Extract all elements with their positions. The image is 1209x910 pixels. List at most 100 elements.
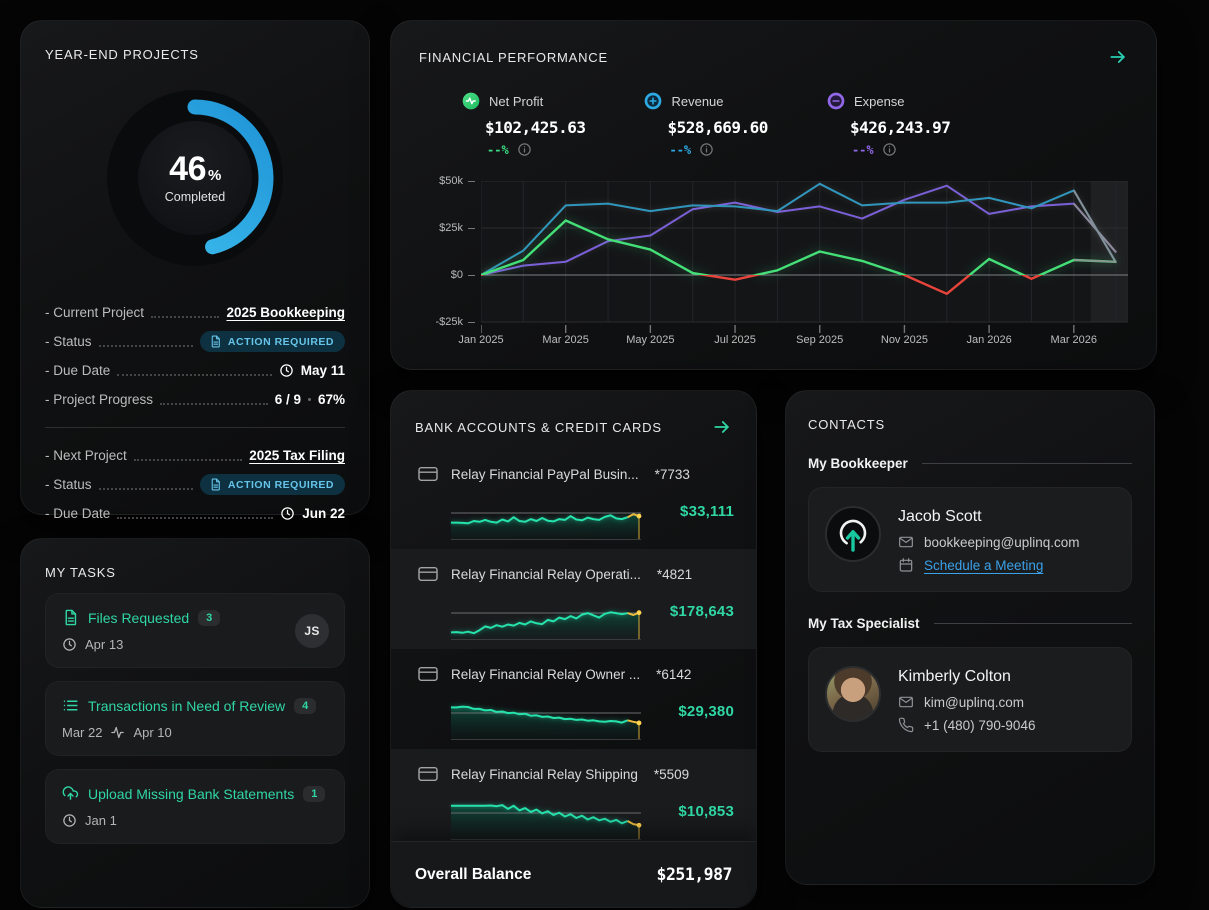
task-count-badge: 4 (294, 697, 317, 714)
account-mask: *5509 (653, 766, 690, 782)
account-sparkline (449, 793, 647, 841)
stat-expense: Expense $426,243.97 --% (826, 91, 951, 157)
x-tick-label: Jan 2025 (458, 334, 504, 346)
open-financials-arrow-button[interactable] (1108, 47, 1128, 67)
task-label: Upload Missing Bank Statements (88, 785, 295, 802)
account-mask: *6142 (656, 666, 692, 682)
credit-card-icon (417, 665, 439, 683)
stat-delta: --% (487, 142, 509, 157)
open-accounts-arrow-button[interactable] (712, 417, 732, 437)
task-date-start: Mar 22 (62, 725, 103, 740)
task-label: Files Requested (88, 609, 190, 626)
net-profit-icon (461, 91, 481, 111)
next-project-link[interactable]: 2025 Tax Filing (249, 448, 345, 463)
contact-email: bookkeeping@uplinq.com (924, 534, 1080, 550)
contact-email: kim@uplinq.com (924, 694, 1024, 710)
stat-name: Expense (853, 93, 905, 109)
x-tick-label: Sep 2025 (796, 334, 844, 346)
next-project-row: - Next Project 2025 Tax Filing (45, 441, 345, 470)
task-files-requested[interactable]: Files Requested 3 Apr 13 JS (45, 593, 345, 668)
separator-dot (307, 398, 311, 401)
my-tasks-card: MY TASKS Files Requested 3 Apr 13 JS (20, 538, 370, 908)
dotted-leader (133, 458, 243, 461)
current-status-row: - Status ACTION REQUIRED (45, 327, 345, 356)
current-project-row: - Current Project 2025 Bookkeeping (45, 298, 345, 327)
chart-x-axis: Jan 2025 Mar 2025 May 2025 Jul 2025 Sep 2025… (458, 334, 1128, 354)
task-upload-statements[interactable]: Upload Missing Bank Statements 1 Jan 1 (45, 769, 345, 844)
dotted-leader (98, 487, 193, 490)
performance-line-chart: $50k $25k $0 -$25k Jan 2025 Mar 2025 May 2025… (435, 175, 1128, 361)
schedule-meeting-link[interactable]: Schedule a Meeting (924, 557, 1044, 573)
status-badge: ACTION REQUIRED (199, 331, 345, 352)
account-sparkline (449, 693, 647, 741)
mail-icon (898, 694, 914, 710)
current-project-link[interactable]: 2025 Bookkeeping (226, 305, 345, 320)
progress-count: 6 / 9 (274, 392, 301, 407)
clock-icon (62, 813, 77, 828)
account-row-owner[interactable]: Relay Financial Relay Owner ... *6142 $2… (391, 649, 756, 749)
activity-icon (110, 725, 125, 740)
document-icon (209, 335, 222, 348)
calendar-icon (898, 557, 914, 573)
progress-percent: 67% (317, 392, 345, 407)
account-name: Relay Financial Relay Shipping (451, 766, 638, 782)
phone-icon (898, 717, 914, 733)
financial-performance-title: FINANCIAL PERFORMANCE (419, 49, 608, 65)
due-date-label: - Due Date (45, 506, 111, 521)
x-tick-label: Jan 2026 (966, 334, 1012, 346)
info-icon[interactable] (882, 142, 897, 157)
account-row-paypal[interactable]: Relay Financial PayPal Busin... *7733 $3… (391, 449, 756, 549)
overall-balance-label: Overall Balance (415, 865, 532, 883)
status-label: - Status (45, 334, 92, 349)
credit-card-icon (417, 565, 439, 583)
tax-specialist-section-heading: My Tax Specialist (808, 616, 1132, 631)
completion-ring: 46% Completed (105, 88, 285, 268)
account-row-shipping[interactable]: Relay Financial Relay Shipping *5509 $10… (391, 749, 756, 849)
expense-icon (826, 91, 846, 111)
assignee-avatar: JS (295, 613, 329, 648)
info-icon[interactable] (699, 142, 714, 157)
fp-plot (481, 181, 1128, 337)
dotted-leader (117, 373, 272, 376)
project-details: - Current Project 2025 Bookkeeping - Sta… (45, 298, 345, 528)
x-tick-label: Nov 2025 (880, 334, 928, 346)
account-balance: $178,643 (669, 603, 734, 620)
stat-value: $102,425.63 (485, 118, 586, 137)
financial-performance-card: FINANCIAL PERFORMANCE Net Profit $102,42… (390, 20, 1157, 370)
account-list: Relay Financial PayPal Busin... *7733 $3… (391, 449, 756, 907)
my-tasks-title: MY TASKS (45, 565, 116, 580)
task-date: Apr 13 (85, 637, 124, 652)
account-mask: *4821 (656, 566, 693, 582)
account-balance: $29,380 (678, 703, 734, 720)
financial-stats: Net Profit $102,425.63 --% Revenue (461, 91, 1128, 157)
account-name: Relay Financial Relay Owner ... (451, 666, 641, 682)
file-text-icon (62, 609, 79, 626)
account-name: Relay Financial Relay Operati... (451, 566, 641, 582)
year-end-projects-title: YEAR-END PROJECTS (45, 47, 199, 62)
stat-value: $426,243.97 (849, 118, 951, 137)
due-date-label: - Due Date (45, 363, 111, 378)
task-transactions-review[interactable]: Transactions in Need of Review 4 Mar 22 … (45, 681, 345, 756)
stat-value: $528,669.60 (667, 118, 768, 137)
next-project-label: - Next Project (45, 448, 127, 463)
info-icon[interactable] (517, 142, 532, 157)
contacts-title: CONTACTS (808, 417, 885, 432)
completion-ring-chart (107, 90, 283, 266)
x-tick-label: May 2025 (626, 334, 675, 346)
x-tick-label: Mar 2025 (542, 334, 589, 346)
tax-specialist-contact-card: Kimberly Colton kim@uplinq.com +1 (480) … (808, 647, 1132, 752)
tax-specialist-photo-avatar (825, 666, 881, 722)
current-project-label: - Current Project (45, 305, 145, 320)
credit-card-icon (417, 765, 439, 783)
contacts-card: CONTACTS My Bookkeeper Jacob Scott bookk… (785, 390, 1155, 885)
due-date-value: May 11 (300, 363, 345, 378)
revenue-icon (643, 91, 663, 111)
bookkeeper-contact-card: Jacob Scott bookkeeping@uplinq.com Sched… (808, 487, 1132, 592)
bookkeeper-section-heading: My Bookkeeper (808, 456, 1132, 471)
uplinq-logo-avatar (825, 506, 881, 562)
status-label: - Status (45, 477, 92, 492)
dotted-leader (98, 344, 193, 347)
account-row-operating[interactable]: Relay Financial Relay Operati... *4821 $… (391, 549, 756, 649)
account-balance: $33,111 (680, 503, 734, 520)
